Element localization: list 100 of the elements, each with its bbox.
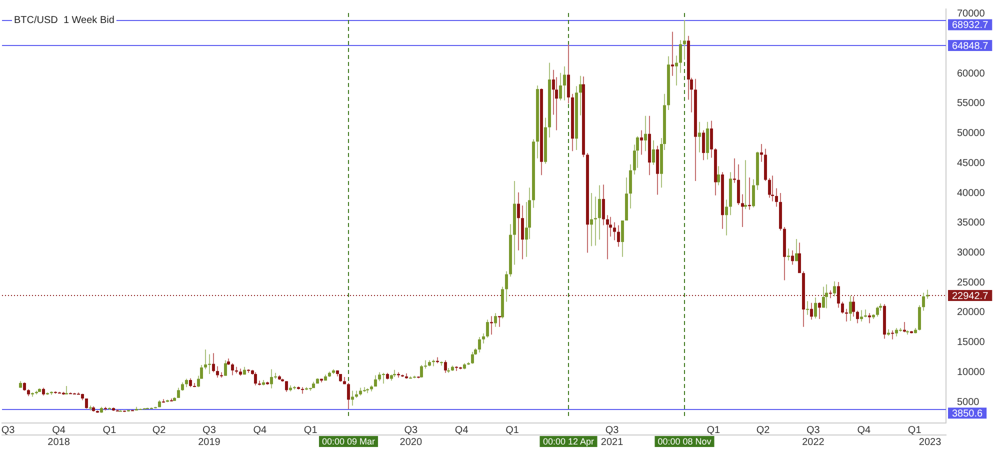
candlestick [204,349,207,370]
candlestick [517,192,520,251]
candlestick [471,351,474,364]
candlestick [640,130,643,156]
candlestick [671,31,674,76]
candlestick [85,398,88,410]
candlestick [698,121,701,153]
candlestick [270,368,273,389]
candlestick [559,72,562,101]
candlestick [420,364,423,378]
candlestick [567,44,570,104]
x2-tick-label: 2022 [802,436,825,448]
candlestick [775,188,778,208]
candlestick [598,184,601,240]
text: BTC/USD 1 Week Bid [14,14,114,26]
y-tick-label: 60000 [957,68,986,80]
candlestick [208,354,211,375]
candlestick [347,382,350,410]
candlestick [224,360,227,376]
y-tick-label: 5000 [957,396,980,408]
candlestick [841,301,844,314]
candlestick [563,66,566,101]
candlestick [606,214,609,260]
ref-line-label: 00:00 12 Apr [542,436,594,446]
ref-line-label: 00:00 08 Nov [658,436,712,446]
x-tick-label: Q3 [1,424,16,436]
x-tick-label: Q3 [404,424,418,436]
candlestick [617,224,620,248]
x2-tick-label: 2020 [400,436,422,448]
x-tick-label: Q4 [52,424,66,436]
candlestick [787,248,790,262]
candlestick [791,250,794,266]
x-tick-label: Q3 [605,424,620,436]
candlestick [852,296,855,318]
candlestick [351,390,354,406]
candlestick [621,220,624,258]
candlestick [602,184,605,226]
candlestick [212,352,215,373]
x-tick-label: Q1 [506,424,520,436]
candlestick [285,380,288,392]
x-tick-label: Q1 [102,424,117,436]
ref-line-label: 00:00 09 Mar [322,436,376,446]
candlestick [579,75,582,116]
ref-line-label: 22942.7 [952,290,989,302]
candlestick [725,199,728,236]
candlestick [594,196,597,246]
candlestick [478,336,481,354]
x2-tick-label: 2023 [918,436,942,448]
candlestick [810,302,813,320]
candlestick [922,292,925,312]
candlestick [702,130,705,161]
candlestick [494,312,497,328]
candlestick [833,280,836,297]
candlestick [752,178,755,208]
x-tick-label: Q4 [253,424,268,436]
candlestick [717,166,720,186]
y-tick-label: 25000 [957,277,986,288]
ref-line-label: 64848.7 [952,40,989,52]
candlestick [505,270,508,302]
ref-line-label: 3850.6 [952,408,984,420]
x2-tick-label: 2019 [198,436,221,448]
candlestick [710,120,713,158]
candlestick [818,302,821,320]
candlestick [795,238,798,262]
candlestick [629,164,632,210]
candlestick [254,372,257,386]
ref-line-label: 68932.7 [952,20,989,32]
candlestick [737,164,740,206]
candlestick [768,178,771,198]
candlestick [918,304,921,331]
candlestick [679,40,682,74]
candlestick [760,144,763,162]
candlestick [613,222,616,241]
y-tick-label: 55000 [957,98,986,110]
candlestick [482,332,485,344]
candlestick [177,387,180,398]
x-tick-label: Q1 [908,424,922,436]
candlestick [675,55,678,86]
candlestick [876,306,879,318]
candlestick [822,286,825,308]
y-tick-label: 50000 [957,128,986,140]
candlestick [814,297,817,319]
x-tick-label: Q4 [454,424,469,436]
candlestick [498,316,501,328]
candlestick [868,312,871,324]
candlestick [486,319,489,338]
candlestick [444,360,447,374]
y-tick-label: 40000 [957,188,986,199]
x2-tick-label: 2018 [48,436,70,448]
candlestick [231,362,234,376]
candlestick [798,242,801,274]
x-tick-label: Q2 [756,424,770,436]
candlestick [856,310,859,324]
candlestick [683,20,686,60]
candlestick [652,140,655,166]
x-tick-label: Q2 [152,424,166,436]
candlestick [860,310,863,322]
candlestick [849,295,852,322]
y-tick-label: 70000 [957,8,986,20]
x-tick-label: Q1 [706,424,721,436]
